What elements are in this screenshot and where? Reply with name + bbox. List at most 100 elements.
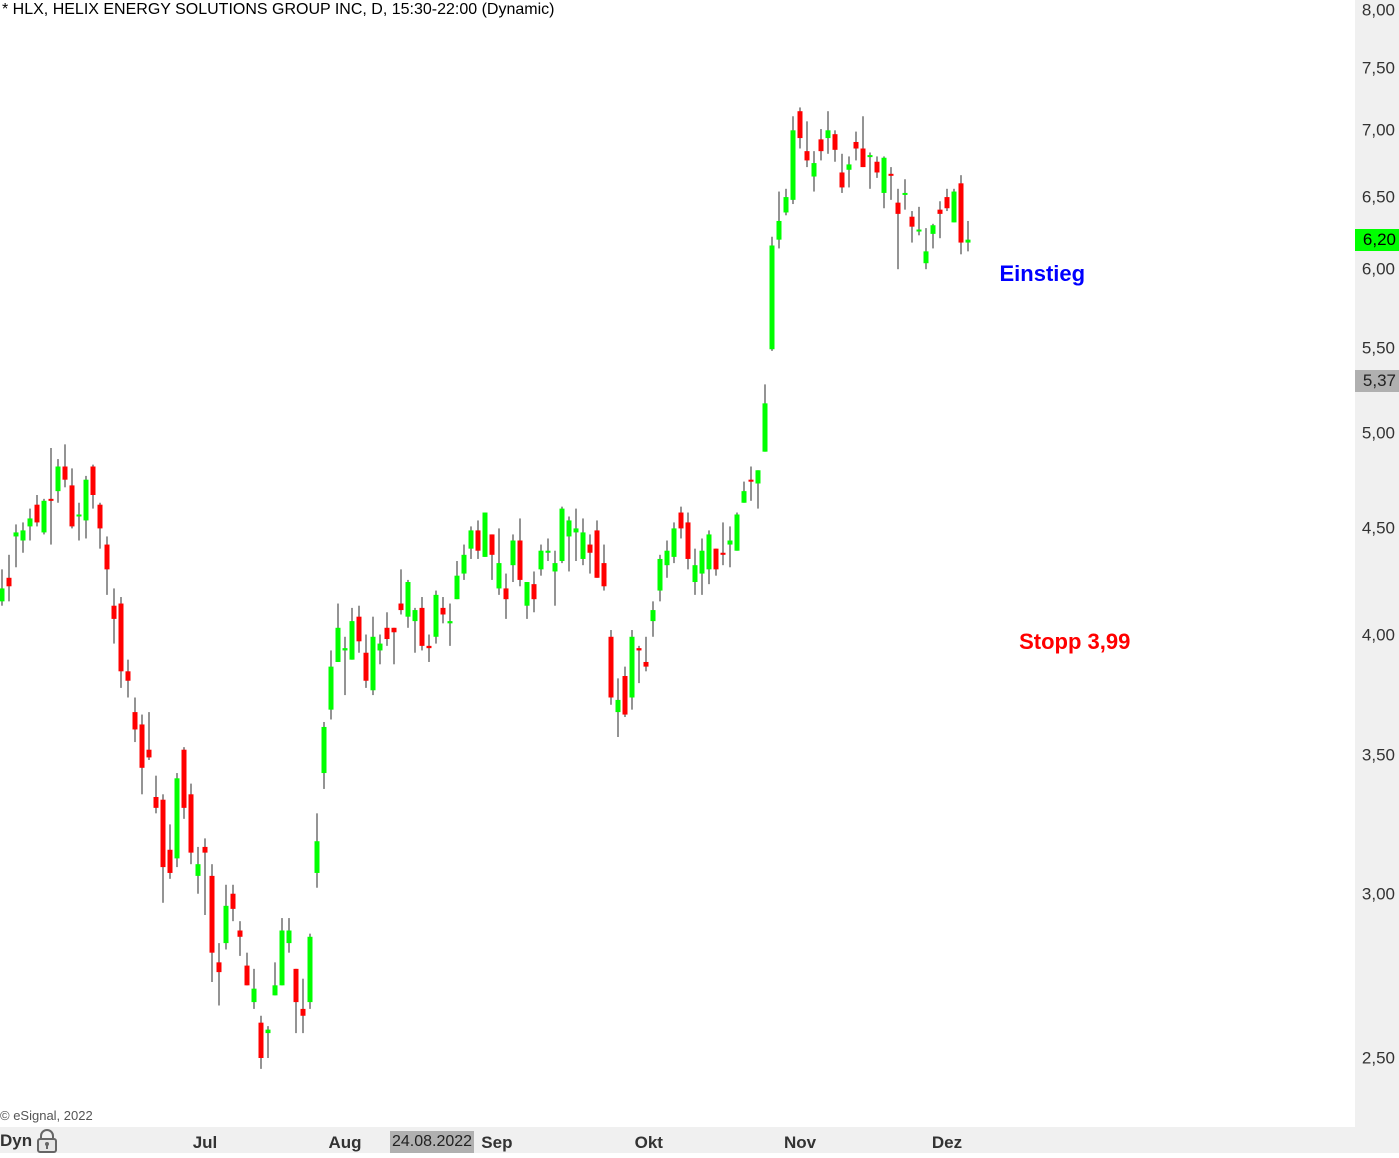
candle-body <box>566 520 572 537</box>
candlestick-series <box>0 107 971 1069</box>
x-tick-label: Aug <box>328 1133 362 1152</box>
candle-body <box>937 209 943 214</box>
candle <box>601 544 607 591</box>
candle-body <box>440 607 446 615</box>
candle-body <box>20 530 26 541</box>
candle <box>566 516 572 572</box>
candle-body <box>888 173 894 176</box>
candle-body <box>874 161 880 173</box>
candle <box>685 512 691 570</box>
candle-body <box>916 229 922 232</box>
candle <box>300 978 306 1034</box>
candle <box>825 111 831 154</box>
candle-body <box>160 799 166 868</box>
candle-body <box>300 1008 306 1016</box>
candle <box>125 659 131 698</box>
candle-body <box>636 648 642 651</box>
candle <box>727 526 733 568</box>
candle-body <box>202 846 208 853</box>
candle-body <box>258 1022 264 1058</box>
candle-body <box>769 245 775 350</box>
y-tick-label: 7,50 <box>1361 58 1395 78</box>
candle <box>769 236 775 351</box>
candle-body <box>650 610 656 622</box>
y-tick-label: 4,50 <box>1361 518 1395 538</box>
chart-title: * HLX, HELIX ENERGY SOLUTIONS GROUP INC,… <box>2 1 555 18</box>
candle <box>349 607 355 660</box>
candle <box>573 508 579 562</box>
candle <box>748 466 754 501</box>
candle-body <box>832 134 838 150</box>
candle <box>412 607 418 653</box>
candle-body <box>657 558 663 591</box>
candle-body <box>41 500 47 533</box>
candle <box>251 968 257 1009</box>
candle <box>97 502 103 549</box>
candle <box>790 116 796 205</box>
candle <box>902 179 908 210</box>
candle-body <box>713 548 719 570</box>
candle-body <box>412 610 418 622</box>
candle-body <box>118 603 124 672</box>
candle <box>874 156 880 178</box>
candle-body <box>244 965 250 986</box>
candle-body <box>419 607 425 646</box>
candle-body <box>153 796 159 808</box>
candle <box>20 522 26 553</box>
candle-body <box>111 605 117 619</box>
candle <box>657 554 663 602</box>
candle-body <box>272 985 278 996</box>
candle <box>69 468 75 529</box>
candle <box>846 156 852 188</box>
candle-body <box>349 621 355 660</box>
candle-body <box>818 139 824 152</box>
candle <box>853 131 859 161</box>
candle-body <box>48 498 54 501</box>
candle-body <box>454 575 460 600</box>
price-axis[interactable] <box>1355 0 1399 1127</box>
candle <box>818 129 824 161</box>
candle-body <box>251 988 257 1003</box>
candle-body <box>573 528 579 533</box>
candle-body <box>104 544 110 570</box>
candle <box>545 538 551 562</box>
candle-body <box>538 550 544 570</box>
candle-body <box>776 220 782 240</box>
candle <box>552 550 558 606</box>
candle-body <box>531 584 537 600</box>
candle-body <box>188 794 194 853</box>
candle <box>776 191 782 249</box>
lock-icon[interactable] <box>36 1129 58 1158</box>
candle-body <box>461 554 467 574</box>
candle <box>951 188 957 223</box>
candle-body <box>615 699 621 713</box>
candle-body <box>902 192 908 195</box>
y-tick-label: 6,00 <box>1361 259 1395 279</box>
candle <box>650 601 656 637</box>
candle-body <box>629 636 635 698</box>
candle-body <box>230 893 236 909</box>
candle-body <box>475 530 481 551</box>
candle-body <box>517 540 523 580</box>
candle-body <box>314 841 320 873</box>
candle <box>426 634 432 662</box>
candle <box>321 721 327 789</box>
candle-body <box>755 470 761 484</box>
candle <box>433 590 439 644</box>
candle <box>160 794 166 903</box>
y-tick-label: 7,00 <box>1361 120 1395 140</box>
candle-body <box>391 627 397 633</box>
candle <box>832 130 838 162</box>
candle <box>363 634 369 688</box>
candle-body <box>132 712 138 730</box>
candle <box>783 188 789 216</box>
candle <box>923 228 929 270</box>
chart-plot-area[interactable] <box>0 0 1355 1127</box>
candle <box>958 175 964 255</box>
candle-body <box>76 514 82 517</box>
candle-body <box>601 563 607 587</box>
time-axis[interactable] <box>0 1127 1399 1153</box>
candle <box>713 548 719 576</box>
dynamic-mode-label[interactable]: Dyn <box>0 1131 33 1150</box>
candle-body <box>321 726 327 774</box>
